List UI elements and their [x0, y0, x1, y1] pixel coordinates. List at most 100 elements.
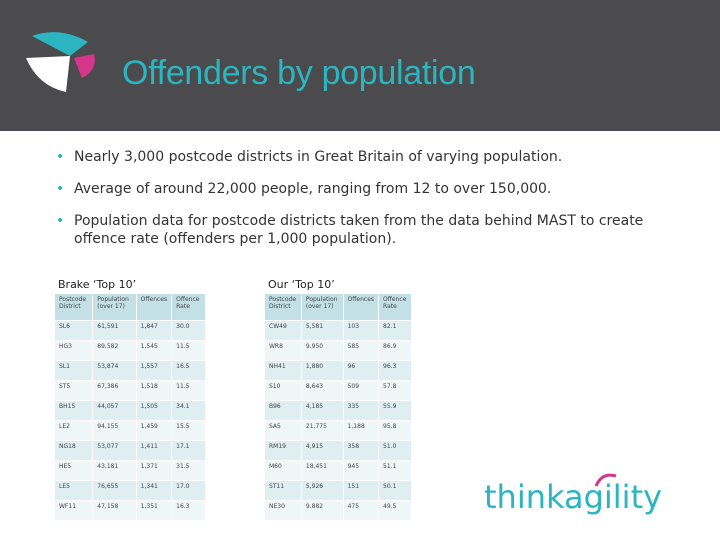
table-cell: 509: [342, 380, 380, 401]
table-cell: M60: [264, 460, 302, 481]
table-cell: 18,451: [300, 460, 344, 481]
table-row: LE5 76,655 1,341 17.0: [53, 480, 206, 501]
table-cell: B96: [264, 400, 302, 421]
table-row: HE5 43,181 1,371 31.5: [53, 460, 206, 481]
table-cell: 15.5: [171, 420, 206, 441]
table-cell: 30.0: [171, 320, 206, 341]
table-cell: SL1: [53, 360, 94, 381]
table-cell: 34.1: [171, 400, 206, 421]
table-row: SL6 61,591 1,847 30.0: [53, 320, 206, 341]
table-cell: 96.3: [378, 360, 412, 381]
table-cell: 4,915: [300, 440, 344, 461]
column-header: Offence Rate: [378, 293, 412, 321]
table-row: CW49 5,581 103 82.1: [264, 320, 412, 341]
table-cell: RM19: [264, 440, 302, 461]
table-cell: 1,459: [135, 420, 173, 441]
table-cell: 53,077: [92, 440, 137, 461]
column-header: Population (over 17): [300, 293, 344, 321]
bullet-text: Average of around 22,000 people, ranging…: [74, 181, 552, 197]
table-cell: 21,775: [300, 420, 344, 441]
table-cell: NG18: [53, 440, 94, 461]
bullet-dot-icon: •: [56, 213, 65, 229]
table-cell: 47,158: [92, 500, 137, 521]
pie-logo-icon: [26, 32, 95, 92]
table-row: NE30 9,882 475 49.5: [264, 500, 412, 521]
table-cell: SA5: [264, 420, 302, 441]
table-cell: 57.8: [378, 380, 412, 401]
table-row: RM19 4,915 358 51.0: [264, 440, 412, 461]
table-cell: 9,950: [300, 340, 344, 361]
table-cell: 335: [342, 400, 380, 421]
table-cell: SL6: [53, 320, 94, 341]
thinkagility-logo-icon: thinkagility: [484, 473, 662, 516]
table-row: LE2 94,155 1,459 15.5: [53, 420, 206, 441]
logo-text: thinkagility: [484, 478, 662, 516]
table-cell: 31.5: [171, 460, 206, 481]
table-cell: 16.5: [171, 360, 206, 381]
table-row: SA5 21,775 1,188 95.8: [264, 420, 412, 441]
table-cell: 1,505: [135, 400, 173, 421]
table-cell: 1,188: [342, 420, 380, 441]
table-row: HG3 89,582 1,545 11.5: [53, 340, 206, 361]
bullet-list: • Nearly 3,000 postcode districts in Gre…: [56, 148, 676, 262]
table-cell: 1,545: [135, 340, 173, 361]
page-title: Offenders by population: [122, 54, 476, 92]
table-cell: WF11: [53, 500, 94, 521]
table-cell: HG3: [53, 340, 94, 361]
table-row: WF11 47,158 1,351 16.3: [53, 500, 206, 521]
table-row: NH41 1,880 96 96.3: [264, 360, 412, 381]
table-cell: LE2: [53, 420, 94, 441]
bullet-text: Nearly 3,000 postcode districts in Great…: [74, 149, 563, 165]
column-header: Offences: [135, 293, 173, 321]
bullet-item: • Average of around 22,000 people, rangi…: [56, 180, 676, 198]
table-row: NG18 53,077 1,411 17.1: [53, 440, 206, 461]
table-cell: 44,057: [92, 400, 137, 421]
table-cell: 82.1: [378, 320, 412, 341]
table-row: SL1 53,874 1,557 16.5: [53, 360, 206, 381]
table-cell: WR8: [264, 340, 302, 361]
brake-table-caption: Brake ‘Top 10’: [58, 278, 137, 291]
title-banner: Offenders by population: [0, 0, 720, 131]
table-cell: 89,582: [92, 340, 137, 361]
table-cell: 95.8: [378, 420, 412, 441]
table-cell: 16.3: [171, 500, 206, 521]
table-row: BH15 44,057 1,505 34.1: [53, 400, 206, 421]
table-cell: 1,351: [135, 500, 173, 521]
table-cell: 151: [342, 480, 380, 501]
table-cell: 86.9: [378, 340, 412, 361]
table-cell: 51.0: [378, 440, 412, 461]
column-header: Offences: [342, 293, 380, 321]
column-header: Postcode District: [264, 293, 302, 321]
table-cell: 61,591: [92, 320, 137, 341]
bullet-item: • Nearly 3,000 postcode districts in Gre…: [56, 148, 676, 166]
bullet-dot-icon: •: [56, 149, 65, 165]
our-top10-table: Postcode District Population (over 17) Off…: [264, 293, 412, 521]
bullet-dot-icon: •: [56, 181, 65, 197]
bullet-text: Population data for postcode districts t…: [74, 213, 644, 247]
table-cell: BH15: [53, 400, 94, 421]
table-cell: 358: [342, 440, 380, 461]
table-cell: 43,181: [92, 460, 137, 481]
table-row: S10 8,643 509 57.8: [264, 380, 412, 401]
table-cell: 1,557: [135, 360, 173, 381]
table-cell: CW49: [264, 320, 302, 341]
table-row: ST5 67,386 1,518 11.5: [53, 380, 206, 401]
table-cell: NE30: [264, 500, 302, 521]
table-header-row: Postcode District Population (over 17) Off…: [53, 293, 206, 321]
table-cell: 11.5: [171, 340, 206, 361]
table-cell: 1,411: [135, 440, 173, 461]
table-cell: 1,847: [135, 320, 173, 341]
table-cell: HE5: [53, 460, 94, 481]
table-cell: 8,643: [300, 380, 344, 401]
table-cell: 585: [342, 340, 380, 361]
table-cell: 94,155: [92, 420, 137, 441]
table-header-row: Postcode District Population (over 17) Off…: [264, 293, 412, 321]
table-cell: 1,518: [135, 380, 173, 401]
table-cell: ST5: [53, 380, 94, 401]
table-cell: 1,880: [300, 360, 344, 381]
table-cell: 1,341: [135, 480, 173, 501]
table-cell: NH41: [264, 360, 302, 381]
table-row: WR8 9,950 585 86.9: [264, 340, 412, 361]
table-cell: 1,371: [135, 460, 173, 481]
table-row: B96 4,185 335 55.9: [264, 400, 412, 421]
